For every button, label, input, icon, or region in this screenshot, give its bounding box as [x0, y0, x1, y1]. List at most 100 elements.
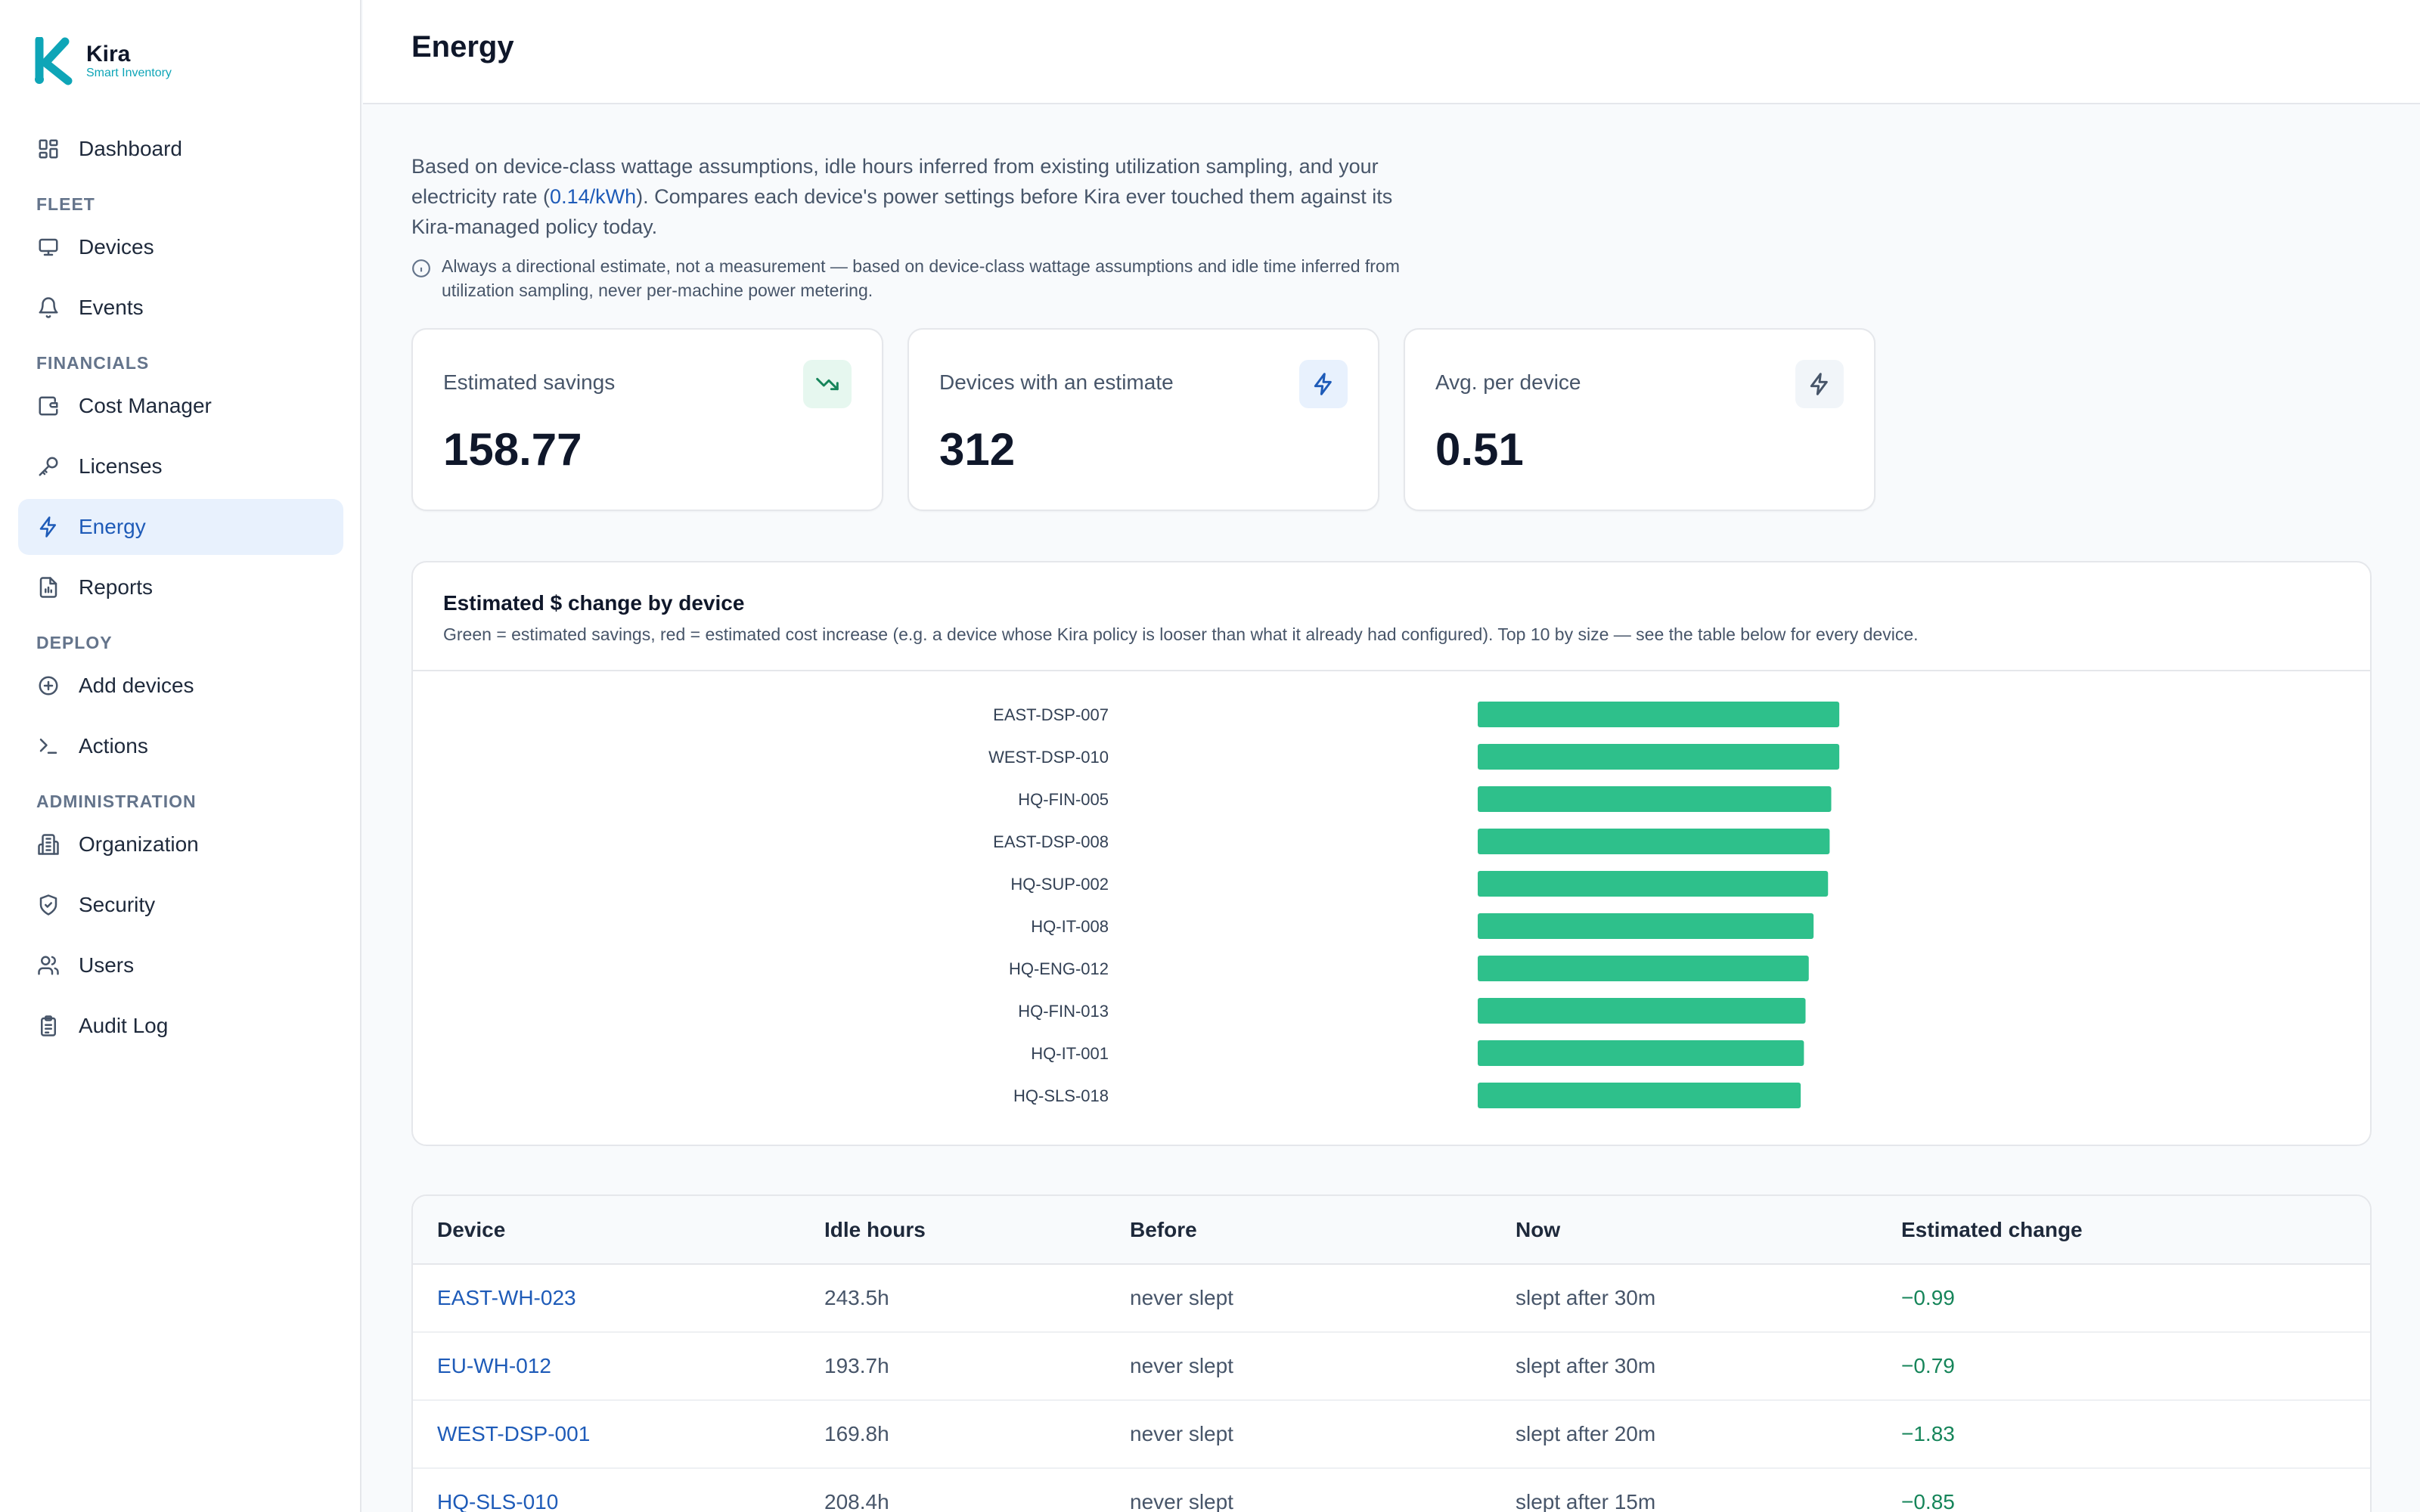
sidebar-item-actions[interactable]: Actions	[18, 718, 343, 774]
estimated-change-cell: −0.79	[1901, 1332, 2370, 1401]
device-link[interactable]: EAST-WH-023	[413, 1264, 824, 1333]
bar[interactable]	[1478, 829, 1830, 854]
stat-card-estimated-savings: Estimated savings 158.77	[411, 328, 883, 511]
estimated-change-cell: −0.99	[1901, 1264, 2370, 1333]
bar[interactable]	[1478, 1083, 1801, 1108]
bar[interactable]	[1478, 913, 1814, 939]
bar-label: EAST-DSP-007	[993, 705, 1109, 724]
before-cell: never slept	[1130, 1264, 1516, 1333]
bar-label: WEST-DSP-010	[988, 748, 1109, 767]
estimate-note-text: Always a directional estimate, not a mea…	[442, 256, 1400, 300]
before-cell: never slept	[1130, 1332, 1516, 1401]
sidebar-item-label: Users	[79, 953, 135, 977]
table-row[interactable]: HQ-SLS-010 208.4h never slept slept after 1…	[413, 1468, 2370, 1512]
now-cell: slept after 30m	[1516, 1264, 1901, 1333]
column-header[interactable]: Before	[1130, 1217, 1197, 1241]
sidebar-item-reports[interactable]: Reports	[18, 559, 343, 615]
report-icon	[36, 575, 60, 600]
sidebar-item-add-devices[interactable]: Add devices	[18, 658, 343, 714]
table-row[interactable]: WEST-DSP-001 169.8h never slept slept after…	[413, 1400, 2370, 1469]
bar-label: EAST-DSP-008	[993, 832, 1109, 851]
building-icon	[36, 832, 60, 857]
sidebar-item-label: Energy	[79, 515, 146, 538]
sidebar-item-label: Reports	[79, 575, 154, 599]
chart-title: Estimated $ change by device	[443, 591, 745, 615]
bar-label: HQ-SLS-018	[1013, 1086, 1109, 1105]
now-cell: slept after 15m	[1516, 1468, 1901, 1512]
page-header: Energy	[363, 0, 2420, 104]
idle-hours-cell: 193.7h	[824, 1332, 1130, 1401]
stat-card-devices-with-estimate: Devices with an estimate 312	[908, 328, 1379, 511]
bar[interactable]	[1478, 786, 1832, 812]
before-cell: never slept	[1130, 1468, 1516, 1512]
stat-value: 0.51	[1435, 424, 1524, 475]
bar[interactable]	[1478, 956, 1809, 981]
stat-card-avg-per-device: Avg. per device 0.51	[1404, 328, 1876, 511]
device-link[interactable]: WEST-DSP-001	[413, 1400, 824, 1469]
bell-icon	[36, 296, 60, 320]
sidebar-item-users[interactable]: Users	[18, 937, 343, 993]
estimated-change-cell: −0.85	[1901, 1468, 2370, 1512]
sidebar-item-label: Cost Manager	[79, 394, 212, 417]
sidebar-item-security[interactable]: Security	[18, 877, 343, 933]
sidebar-item-label: Organization	[79, 832, 199, 856]
stat-value: 158.77	[443, 424, 582, 475]
sidebar-item-licenses[interactable]: Licenses	[18, 438, 343, 494]
brand-subtitle: Smart Inventory	[86, 67, 172, 79]
sidebar-item-devices[interactable]: Devices	[18, 219, 343, 275]
column-header[interactable]: Now	[1516, 1217, 1561, 1241]
sidebar-item-label: Audit Log	[79, 1014, 169, 1037]
sidebar-nav: Dashboard FLEET Devices Events FINANCIAL…	[18, 121, 343, 1058]
sidebar-item-audit-log[interactable]: Audit Log	[18, 998, 343, 1054]
bar-label: HQ-FIN-005	[1018, 790, 1109, 809]
column-header[interactable]: Estimated change	[1901, 1217, 2083, 1241]
table-row[interactable]: EU-WH-012 193.7h never slept slept after 30…	[413, 1332, 2370, 1401]
sidebar-item-organization[interactable]: Organization	[18, 816, 343, 872]
estimate-note: Always a directional estimate, not a mea…	[411, 254, 1425, 302]
electricity-rate: 0.14/kWh	[550, 185, 637, 208]
sidebar-item-label: Add devices	[79, 674, 194, 697]
intro-text-after: ). Compares each device's power settings…	[411, 185, 1393, 238]
device-link[interactable]: HQ-SLS-010	[413, 1468, 824, 1512]
column-header[interactable]: Device	[437, 1217, 506, 1241]
change-by-device-chart: Estimated $ change by device Green = est…	[411, 561, 2372, 1146]
bar[interactable]	[1478, 998, 1806, 1024]
stat-value: 312	[939, 424, 1016, 475]
bar-label: HQ-FIN-013	[1018, 1002, 1109, 1021]
column-header[interactable]: Idle hours	[824, 1217, 926, 1241]
table-row[interactable]: EAST-WH-023 243.5h never slept slept after …	[413, 1264, 2370, 1333]
bar[interactable]	[1478, 744, 1840, 770]
now-cell: slept after 20m	[1516, 1400, 1901, 1469]
bar[interactable]	[1478, 1040, 1804, 1066]
bolt-icon	[1795, 360, 1844, 408]
plus-circle-icon	[36, 674, 60, 698]
bar[interactable]	[1478, 871, 1829, 897]
bolt-icon	[1299, 360, 1348, 408]
sidebar-item-cost-manager[interactable]: Cost Manager	[18, 378, 343, 434]
stat-label: Avg. per device	[1435, 370, 1581, 394]
bar[interactable]	[1478, 702, 1840, 727]
nav-section-deploy: DEPLOY	[36, 633, 113, 652]
sidebar-item-energy[interactable]: Energy	[18, 499, 343, 555]
brand-logo[interactable]: Kira Smart Inventory	[35, 36, 172, 86]
bar-label: HQ-ENG-012	[1009, 959, 1109, 978]
wallet-icon	[36, 394, 60, 418]
device-link[interactable]: EU-WH-012	[413, 1332, 824, 1401]
sidebar-item-label: Devices	[79, 235, 154, 259]
idle-hours-cell: 243.5h	[824, 1264, 1130, 1333]
bolt-icon	[36, 515, 60, 539]
sidebar-item-events[interactable]: Events	[18, 280, 343, 336]
idle-hours-cell: 169.8h	[824, 1400, 1130, 1469]
before-cell: never slept	[1130, 1400, 1516, 1469]
nav-section-administration: ADMINISTRATION	[36, 792, 197, 811]
now-cell: slept after 30m	[1516, 1332, 1901, 1401]
intro-text-before: Based on device-class wattage assumption…	[411, 155, 1379, 208]
chart-subtitle: Green = estimated savings, red = estimat…	[443, 624, 1919, 644]
stat-cards: Estimated savings 158.77 Devices with an…	[411, 328, 1900, 511]
sidebar-item-label: Licenses	[79, 454, 163, 478]
dashboard-icon	[36, 137, 60, 161]
stat-label: Estimated savings	[443, 370, 616, 394]
sidebar-item-dashboard[interactable]: Dashboard	[18, 121, 343, 177]
bar-label: HQ-IT-008	[1031, 917, 1109, 936]
sidebar-item-label: Dashboard	[79, 137, 182, 160]
